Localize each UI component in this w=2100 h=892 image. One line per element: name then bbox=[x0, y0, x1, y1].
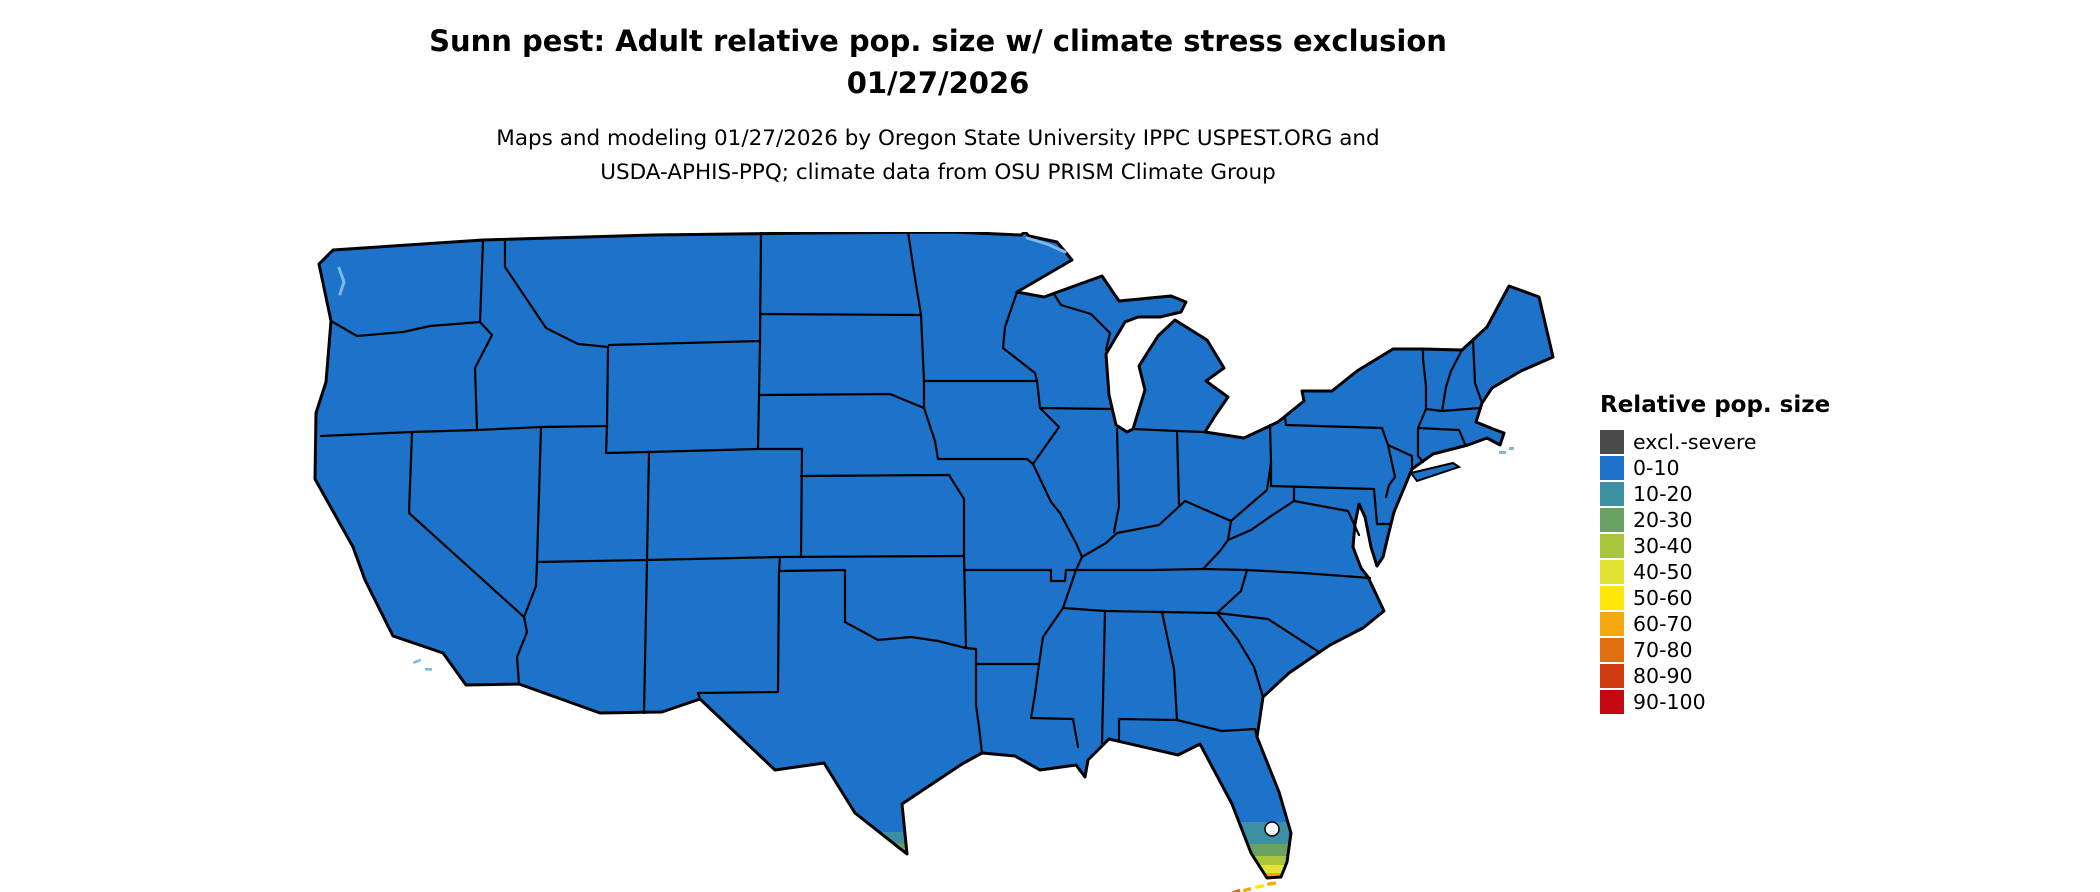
legend-row: 90-100 bbox=[1600, 689, 1830, 715]
florida-hotspot bbox=[1239, 822, 1289, 879]
legend-swatch bbox=[1600, 664, 1624, 688]
legend-items: excl.-severe 0-10 10-20 20-30 30-40 40-5… bbox=[1600, 429, 1830, 715]
island-speck bbox=[1509, 447, 1514, 450]
legend-swatch bbox=[1600, 508, 1624, 532]
legend-label: 60-70 bbox=[1633, 612, 1693, 636]
legend-label: 20-30 bbox=[1633, 508, 1693, 532]
island-speck bbox=[1499, 451, 1506, 454]
legend-row: 20-30 bbox=[1600, 507, 1830, 533]
lake-okeechobee bbox=[1264, 821, 1280, 837]
legend-label: 30-40 bbox=[1633, 534, 1693, 558]
map-title: Sunn pest: Adult relative pop. size w/ c… bbox=[429, 24, 1447, 58]
legend-swatch bbox=[1600, 534, 1624, 558]
island-speck bbox=[425, 668, 432, 671]
title-block: Sunn pest: Adult relative pop. size w/ c… bbox=[0, 20, 1876, 104]
legend-label: 90-100 bbox=[1633, 690, 1706, 714]
legend-row: 80-90 bbox=[1600, 663, 1830, 689]
island-speck bbox=[412, 658, 422, 664]
legend-label: 50-60 bbox=[1633, 586, 1693, 610]
legend-swatch bbox=[1600, 482, 1624, 506]
coast-fringe bbox=[337, 266, 346, 296]
legend-swatch bbox=[1600, 430, 1624, 454]
us-map bbox=[313, 232, 1555, 892]
legend-label: excl.-severe bbox=[1633, 430, 1757, 454]
legend-swatch bbox=[1600, 586, 1624, 610]
state-boundaries bbox=[319, 232, 1484, 755]
map-title-date: 01/27/2026 bbox=[846, 66, 1030, 100]
legend-label: 0-10 bbox=[1633, 456, 1680, 480]
legend: Relative pop. size excl.-severe 0-10 10-… bbox=[1600, 392, 1830, 715]
water-fringe-group bbox=[337, 236, 1514, 671]
long-island bbox=[1409, 461, 1462, 483]
legend-label: 10-20 bbox=[1633, 482, 1693, 506]
legend-row: 30-40 bbox=[1600, 533, 1830, 559]
legend-row: 60-70 bbox=[1600, 611, 1830, 637]
legend-row: 50-60 bbox=[1600, 585, 1830, 611]
legend-label: 80-90 bbox=[1633, 664, 1693, 688]
legend-swatch bbox=[1600, 456, 1624, 480]
legend-swatch bbox=[1600, 638, 1624, 662]
subtitle-block: Maps and modeling 01/27/2026 by Oregon S… bbox=[0, 122, 1876, 190]
legend-swatch bbox=[1600, 612, 1624, 636]
legend-title: Relative pop. size bbox=[1600, 392, 1831, 418]
legend-row: 10-20 bbox=[1600, 481, 1830, 507]
legend-row: 0-10 bbox=[1600, 455, 1830, 481]
subtitle-line-1: Maps and modeling 01/27/2026 by Oregon S… bbox=[496, 126, 1380, 151]
legend-row: 70-80 bbox=[1600, 637, 1830, 663]
legend-row: 40-50 bbox=[1600, 559, 1830, 585]
legend-swatch bbox=[1600, 690, 1624, 714]
legend-label: 40-50 bbox=[1633, 560, 1693, 584]
coast-fringe bbox=[1025, 236, 1067, 254]
florida-keys bbox=[1231, 881, 1277, 892]
legend-row: excl.-severe bbox=[1600, 429, 1830, 455]
legend-swatch bbox=[1600, 560, 1624, 584]
legend-label: 70-80 bbox=[1633, 638, 1693, 662]
subtitle-line-2: USDA-APHIS-PPQ; climate data from OSU PR… bbox=[600, 160, 1276, 185]
